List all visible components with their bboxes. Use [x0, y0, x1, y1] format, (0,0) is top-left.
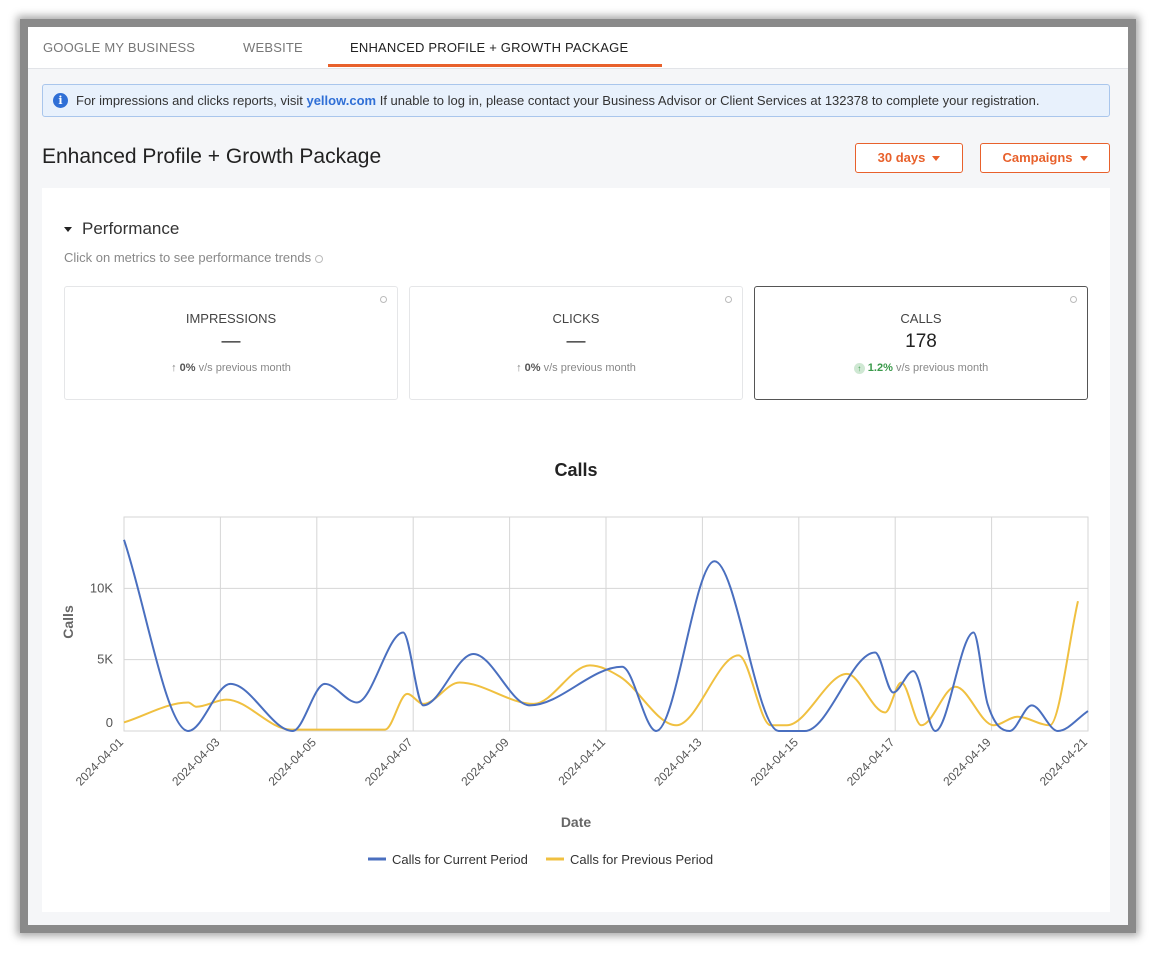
tab-bar: GOOGLE MY BUSINESS WEBSITE ENHANCED PROF… — [28, 27, 1128, 69]
tab-google-my-business[interactable]: GOOGLE MY BUSINESS — [43, 40, 196, 55]
metric-label: IMPRESSIONS — [185, 311, 277, 326]
metric-change: ↑ 0% v/s previous month — [65, 362, 397, 374]
metric-label: CALLS — [900, 311, 942, 326]
info-text: For impressions and clicks reports, visi… — [76, 85, 1039, 116]
y-tick-label: 10K — [90, 580, 113, 595]
performance-heading: Performance — [82, 219, 180, 238]
period-dropdown-label: 30 days — [877, 150, 926, 165]
metric-change-suffix: v/s previous month — [198, 362, 291, 374]
collapse-caret-icon — [64, 227, 72, 233]
active-tab-indicator — [328, 64, 662, 67]
chart-title: Calls — [554, 460, 597, 480]
info-icon[interactable] — [380, 296, 387, 303]
metric-value: — — [566, 331, 586, 352]
metric-change-suffix: v/s previous month — [895, 362, 989, 374]
series-line-1 — [123, 600, 1079, 731]
legend-label: Calls for Previous Period — [570, 852, 713, 867]
performance-toggle[interactable]: Performance — [64, 219, 179, 239]
period-dropdown[interactable]: 30 days — [855, 143, 963, 173]
y-tick-label: 5K — [97, 652, 113, 667]
page-title: Enhanced Profile + Growth Package — [42, 145, 382, 168]
info-icon[interactable] — [725, 296, 732, 303]
x-tick-label: 2024-04-11 — [555, 735, 608, 788]
metric-calls[interactable]: CALLS 178 ↑ 1.2% v/s previous month — [754, 286, 1088, 400]
metric-change-value: 1.2% — [867, 362, 893, 374]
info-icon[interactable] — [1070, 296, 1077, 303]
legend: Calls for Current Period Calls for Previ… — [368, 852, 713, 867]
x-tick-label: 2024-04-21 — [1037, 735, 1091, 789]
metric-change-value: 0% — [179, 362, 196, 374]
chart-grid: 2024-04-01 2024-04-03 2024-04-05 2024-04-07… — [73, 516, 1091, 789]
series-line-0 — [123, 539, 1089, 733]
info-icon[interactable] — [315, 254, 324, 263]
metric-impressions[interactable]: IMPRESSIONS — ↑ 0% v/s previous month — [64, 286, 398, 400]
caret-down-icon — [932, 156, 941, 162]
campaigns-dropdown-label: Campaigns — [1002, 150, 1073, 165]
x-tick-label: 2024-04-13 — [651, 735, 705, 789]
x-tick-label: 2024-04-05 — [266, 735, 320, 789]
performance-subtitle: Click on metrics to see performance tren… — [64, 250, 324, 265]
info-icon: i — [53, 93, 68, 108]
x-tick-label: 2024-04-17 — [844, 735, 898, 789]
metric-value: — — [221, 331, 241, 352]
metric-change: ↑ 0% v/s previous month — [410, 362, 742, 374]
arrow-up-circle-icon: ↑ — [853, 362, 865, 374]
info-text-after: If unable to log in, please contact your… — [379, 93, 1040, 108]
metric-label: CLICKS — [552, 311, 600, 326]
metric-value: 178 — [905, 331, 937, 352]
x-tick-label: 2024-04-03 — [169, 735, 223, 789]
y-axis-label: Calls — [60, 605, 76, 639]
tab-website[interactable]: WEBSITE — [243, 40, 303, 55]
campaigns-dropdown[interactable]: Campaigns — [980, 143, 1110, 173]
info-banner: i For impressions and clicks reports, vi… — [42, 84, 1110, 117]
legend-item-previous[interactable]: Calls for Previous Period — [546, 852, 713, 867]
x-tick-label: 2024-04-09 — [458, 735, 512, 789]
arrow-up-icon: ↑ — [516, 362, 522, 374]
legend-label: Calls for Current Period — [392, 852, 528, 867]
arrow-up-icon: ↑ — [171, 362, 177, 374]
metric-clicks[interactable]: CLICKS — ↑ 0% v/s previous month — [409, 286, 743, 400]
legend-item-current[interactable]: Calls for Current Period — [368, 852, 528, 867]
caret-down-icon — [1079, 156, 1088, 162]
x-tick-label: 2024-04-07 — [362, 735, 416, 789]
x-tick-label: 2024-04-15 — [748, 735, 802, 789]
metric-change-value: 0% — [524, 362, 541, 374]
info-text-before: For impressions and clicks reports, visi… — [76, 93, 303, 108]
metric-change-suffix: v/s previous month — [543, 362, 636, 374]
metric-change: ↑ 1.2% v/s previous month — [755, 362, 1087, 374]
performance-subtitle-text: Click on metrics to see performance tren… — [64, 250, 312, 265]
tab-enhanced-profile[interactable]: ENHANCED PROFILE + GROWTH PACKAGE — [350, 40, 629, 55]
x-axis-label: Date — [561, 814, 592, 830]
x-tick-label: 2024-04-19 — [940, 735, 994, 789]
x-tick-label: 2024-04-01 — [73, 735, 127, 789]
yellow-link[interactable]: yellow.com — [306, 93, 377, 108]
chart-lines — [123, 539, 1089, 733]
y-tick-label: 0 — [106, 715, 113, 730]
